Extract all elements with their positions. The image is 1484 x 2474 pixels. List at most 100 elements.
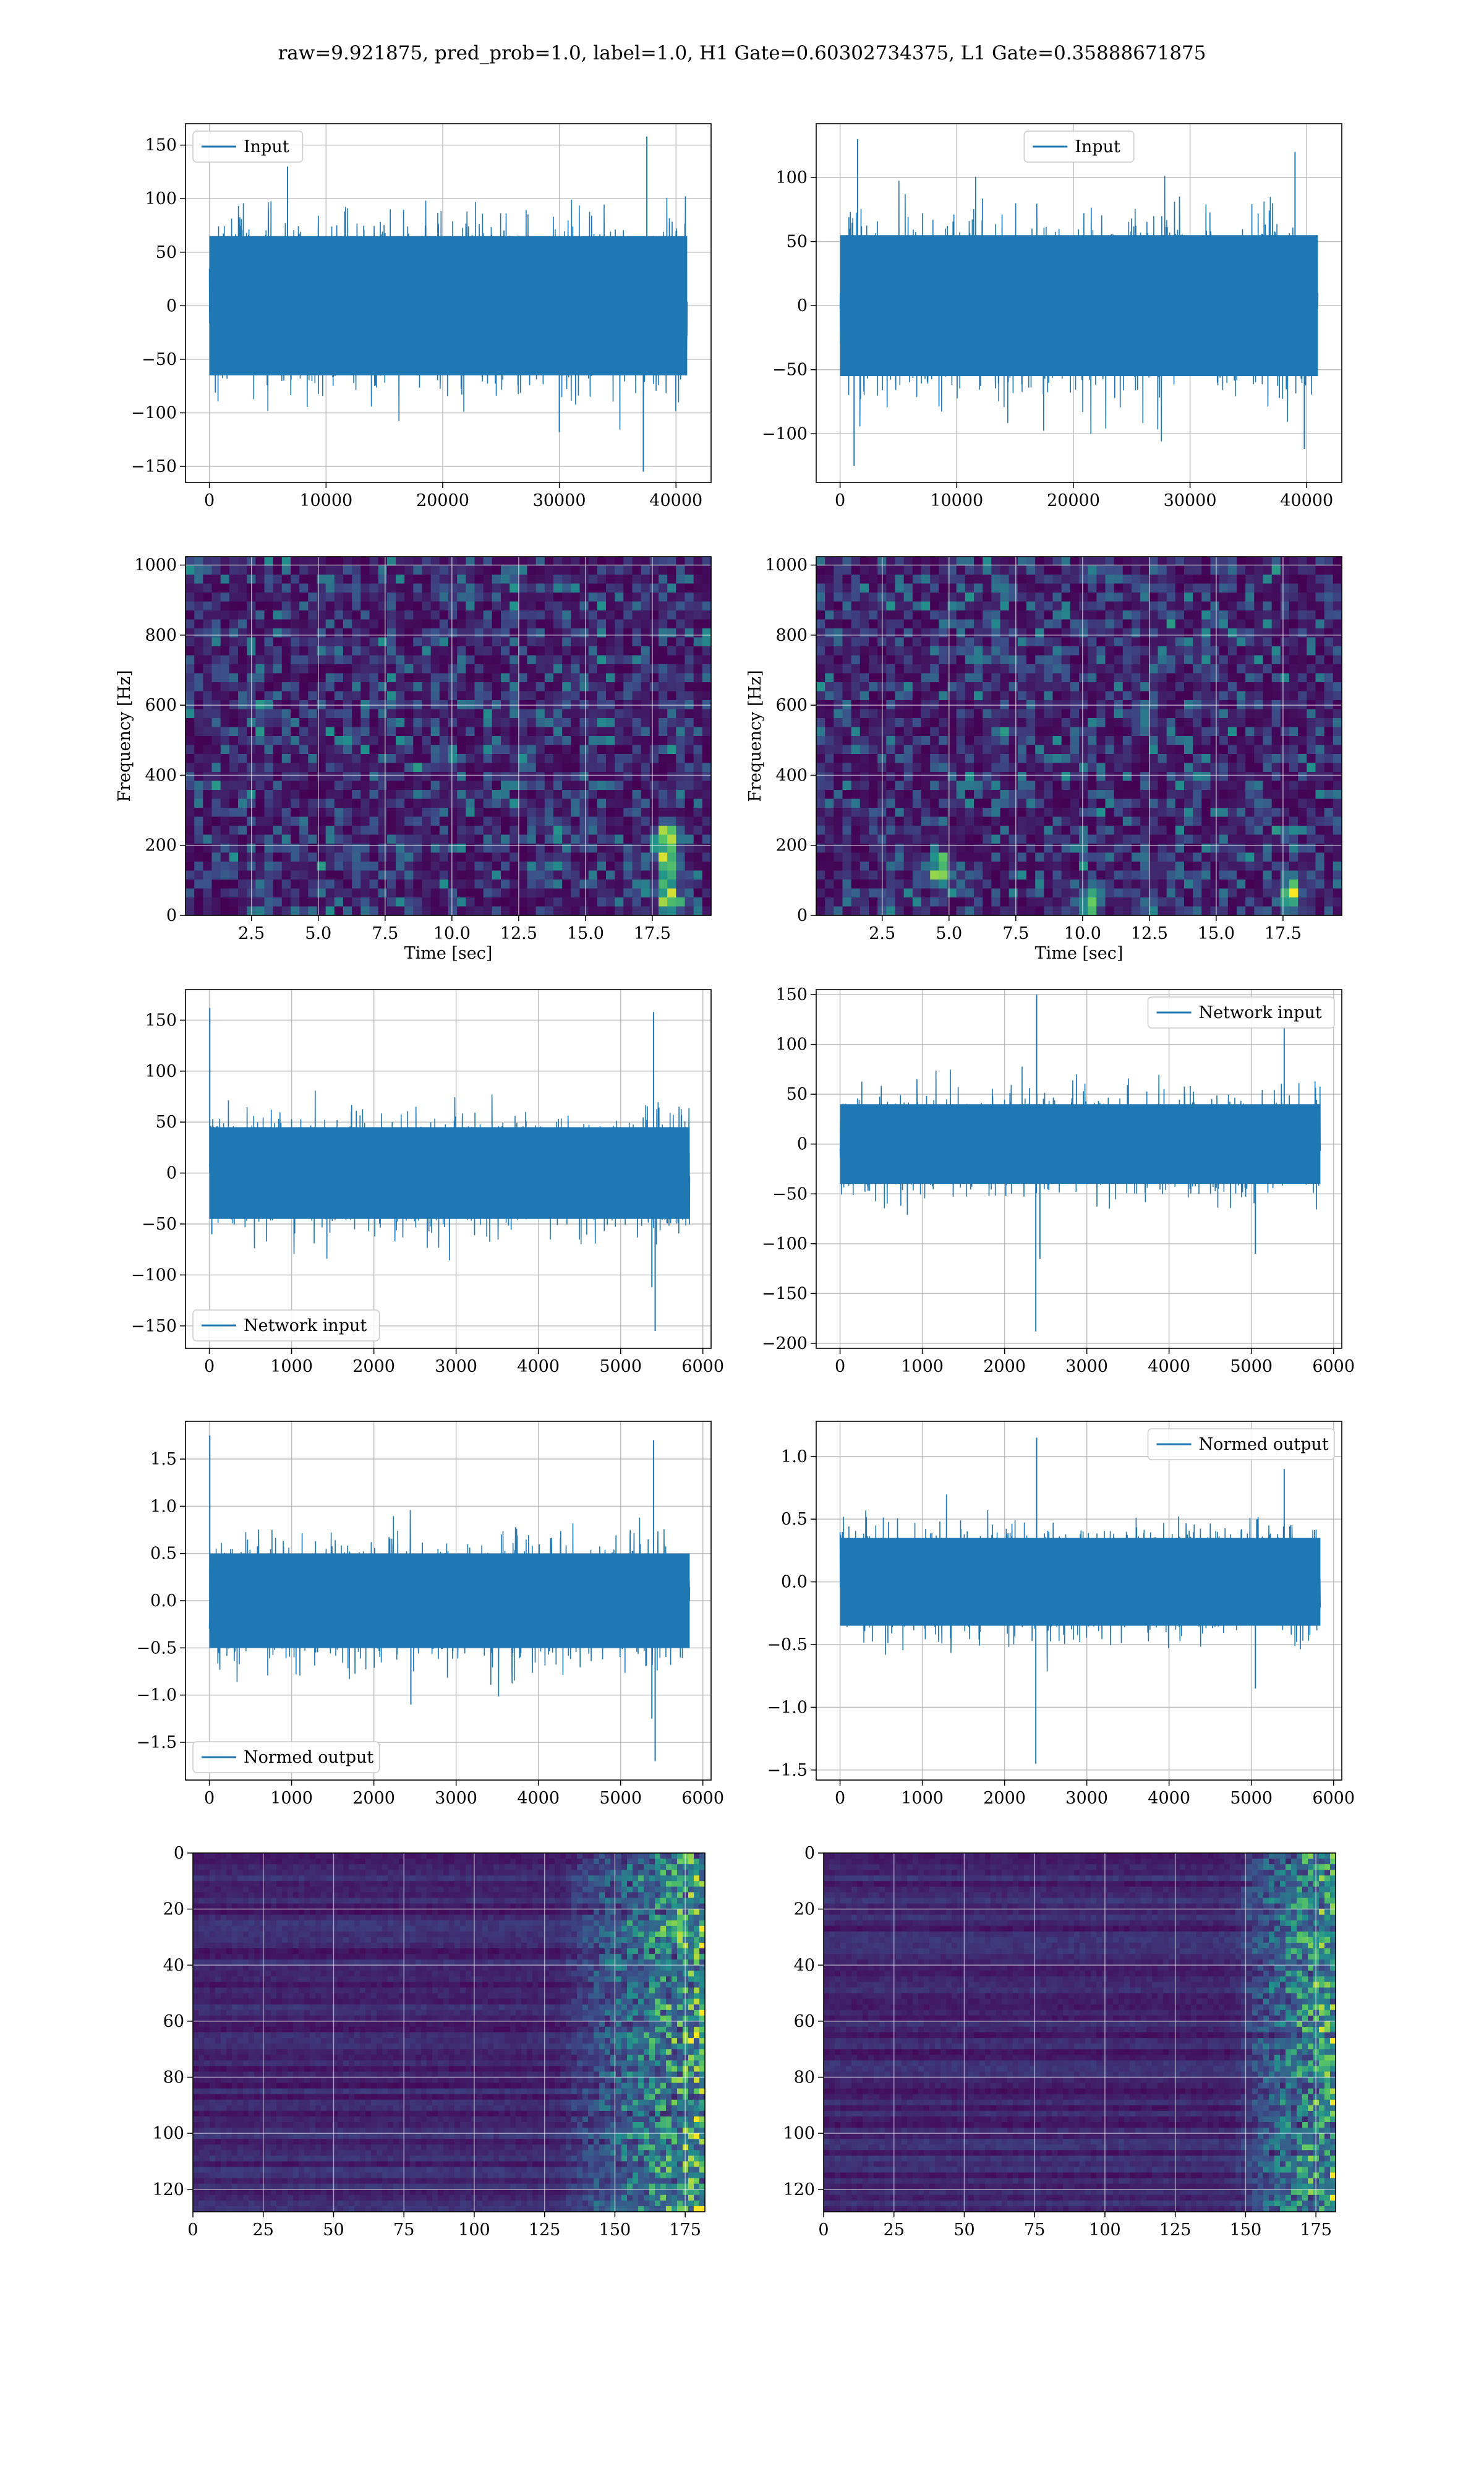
heatmap-cell [895, 853, 905, 862]
heatmap-cell [186, 727, 195, 737]
heatmap-cell [1333, 727, 1342, 737]
heatmap-cell [1140, 727, 1149, 737]
heatmap-cell [1201, 682, 1211, 691]
heatmap-cell [466, 772, 475, 781]
heatmap-cell [834, 826, 843, 835]
heatmap-cell [203, 557, 212, 566]
heatmap-cell [352, 808, 361, 817]
heatmap-cell [422, 656, 432, 665]
heatmap-cell [1228, 871, 1237, 880]
heatmap-cell [1106, 664, 1115, 674]
heatmap-cell [378, 835, 388, 844]
heatmap-cell [360, 745, 370, 755]
heatmap-cell [606, 593, 615, 602]
y-tick-label: 600 [145, 696, 177, 715]
heatmap-cell [921, 575, 931, 584]
heatmap-cell [1158, 745, 1167, 755]
heatmap-cell [1175, 781, 1185, 790]
heatmap-cell [1219, 664, 1229, 674]
heatmap-cell [1272, 557, 1281, 566]
heatmap-cell [1062, 709, 1071, 719]
heatmap-cell [886, 628, 895, 638]
heatmap-cell [1201, 727, 1211, 737]
heatmap-cell [1088, 575, 1097, 584]
heatmap-cell [869, 853, 878, 862]
heatmap-cell [1324, 575, 1334, 584]
heatmap-cell [869, 709, 878, 719]
heatmap-cell [1237, 610, 1246, 620]
heatmap-cell [930, 763, 939, 773]
heatmap-cell [650, 566, 659, 575]
heatmap-cell [843, 808, 852, 817]
heatmap-cell [203, 907, 212, 916]
heatmap-cell [186, 790, 195, 799]
heatmap-cell [983, 656, 992, 665]
heatmap-cell [895, 656, 905, 665]
heatmap-cell [448, 781, 458, 790]
heatmap-cell [1167, 691, 1176, 701]
heatmap-cell [974, 602, 983, 611]
heatmap-cell [921, 727, 931, 737]
heatmap-cell [562, 889, 571, 898]
heatmap-cell [1053, 682, 1062, 691]
heatmap-cell [659, 826, 668, 835]
heatmap-cell [816, 575, 825, 584]
heatmap-cell [834, 566, 843, 575]
heatmap-cell [939, 799, 948, 808]
heatmap-cell [886, 745, 895, 755]
heatmap-cell [238, 575, 247, 584]
heatmap-cell [685, 736, 694, 745]
heatmap-cell [422, 718, 432, 727]
heatmap-cell [255, 709, 265, 719]
heatmap-cell [221, 575, 230, 584]
heatmap-cell [921, 628, 931, 638]
heatmap-cell [396, 835, 405, 844]
heatmap-cell [1211, 835, 1220, 844]
heatmap-cell [860, 593, 869, 602]
heatmap-cell [273, 808, 283, 817]
heatmap-cell [641, 817, 650, 826]
heatmap-cell [343, 871, 352, 880]
heatmap-cell [1167, 826, 1176, 835]
heatmap-cell [1333, 835, 1342, 844]
heatmap-cell [1167, 790, 1176, 799]
heatmap-cell [615, 880, 624, 889]
heatmap-cell [1254, 897, 1263, 907]
heatmap-cell [834, 691, 843, 701]
heatmap-cell [659, 682, 668, 691]
heatmap-cell [422, 826, 432, 835]
heatmap-cell [1000, 817, 1010, 826]
heatmap-cell [194, 871, 203, 880]
heatmap-cell [1096, 799, 1106, 808]
heatmap-cell [957, 709, 966, 719]
heatmap-cell [1018, 566, 1027, 575]
heatmap-cell [1096, 853, 1106, 862]
heatmap-cell [404, 790, 414, 799]
heatmap-cell [518, 736, 527, 745]
heatmap-cell [1158, 584, 1167, 593]
heatmap-cell [685, 727, 694, 737]
y-tick-label: 0 [166, 296, 177, 315]
heatmap-cell [571, 745, 580, 755]
heatmap-cell [904, 754, 913, 763]
heatmap-cell [1132, 736, 1141, 745]
heatmap-cell [1219, 674, 1229, 683]
x-tick-label: 0 [835, 491, 845, 510]
heatmap-cell [597, 835, 607, 844]
heatmap-cell [229, 620, 239, 629]
heatmap-cell [527, 862, 537, 871]
heatmap-cell [1140, 610, 1149, 620]
heatmap-cell [597, 727, 607, 737]
heatmap-cell [1263, 584, 1273, 593]
heatmap-cell [1140, 897, 1149, 907]
heatmap-cell [466, 745, 475, 755]
heatmap-cell [1132, 897, 1141, 907]
heatmap-cell [1324, 871, 1334, 880]
heatmap-cell [221, 745, 230, 755]
heatmap-cell [825, 664, 834, 674]
heatmap-cell [378, 871, 388, 880]
heatmap-cell [957, 674, 966, 683]
heatmap-cell [571, 817, 580, 826]
heatmap-cell [895, 566, 905, 575]
heatmap-cell [343, 907, 352, 916]
